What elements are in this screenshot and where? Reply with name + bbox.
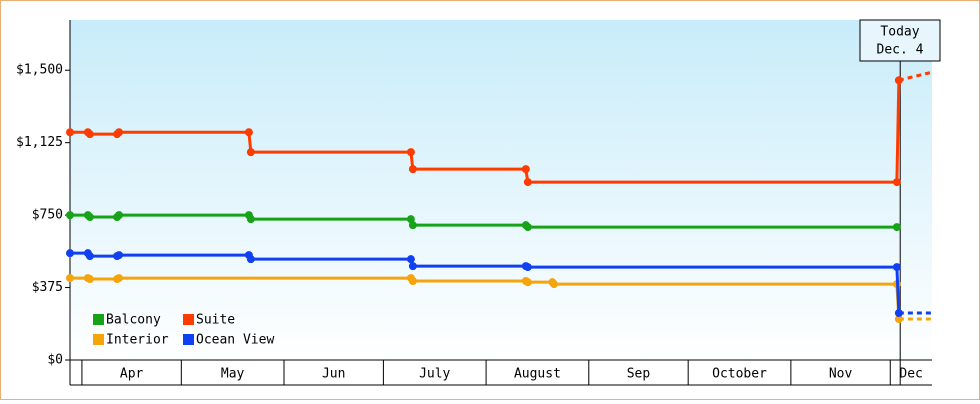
x-tick-label: October (712, 367, 767, 382)
y-tick-label: $1,500 (16, 63, 63, 78)
x-tick-label: Jun (322, 367, 345, 382)
plot-area (70, 20, 932, 360)
x-tick-label: August (514, 367, 561, 382)
point (523, 278, 532, 287)
point (115, 251, 124, 260)
point (85, 213, 94, 222)
point (115, 128, 124, 137)
point (523, 263, 532, 272)
point (246, 255, 255, 264)
x-tick-label: Apr (120, 367, 144, 382)
point (66, 128, 74, 137)
legend-label: Interior (106, 333, 169, 348)
point (85, 275, 94, 284)
x-tick-label: July (419, 367, 450, 382)
legend-label: Suite (196, 313, 235, 328)
point (406, 148, 415, 157)
x-tick-label: Dec (899, 367, 922, 382)
x-tick-label: Nov (829, 367, 853, 382)
point (66, 274, 74, 283)
legend-swatch (93, 314, 104, 325)
x-tick-label: Sep (627, 367, 651, 382)
point (521, 165, 530, 174)
point (85, 252, 94, 261)
point (523, 178, 532, 187)
legend-swatch (183, 334, 194, 345)
legend-label: Balcony (106, 313, 161, 328)
point (892, 223, 901, 232)
point (115, 211, 124, 220)
point (523, 223, 532, 232)
point (66, 249, 74, 258)
point (550, 280, 559, 289)
point (408, 276, 417, 285)
today-label: Today (880, 25, 919, 40)
point (406, 255, 415, 264)
y-tick-label: $1,125 (16, 135, 63, 150)
point (892, 178, 901, 187)
point (894, 76, 903, 85)
point (85, 130, 94, 139)
point (894, 315, 903, 324)
today-box (859, 19, 941, 62)
today-label: Dec. 4 (877, 43, 924, 58)
point (408, 221, 417, 230)
series-projection (898, 70, 933, 82)
y-tick-label: $750 (32, 208, 63, 223)
legend-swatch (183, 314, 194, 325)
point (246, 215, 255, 224)
legend-label: Ocean View (196, 333, 274, 348)
y-tick-label: $0 (47, 353, 63, 368)
point (246, 148, 255, 157)
y-tick-label: $375 (32, 280, 63, 295)
point (892, 263, 901, 272)
point (66, 211, 74, 220)
legend-swatch (93, 334, 104, 345)
point (115, 274, 124, 283)
point (894, 309, 903, 318)
point (408, 165, 417, 174)
point (408, 262, 417, 271)
point (244, 128, 253, 137)
x-tick-label: May (221, 367, 245, 382)
